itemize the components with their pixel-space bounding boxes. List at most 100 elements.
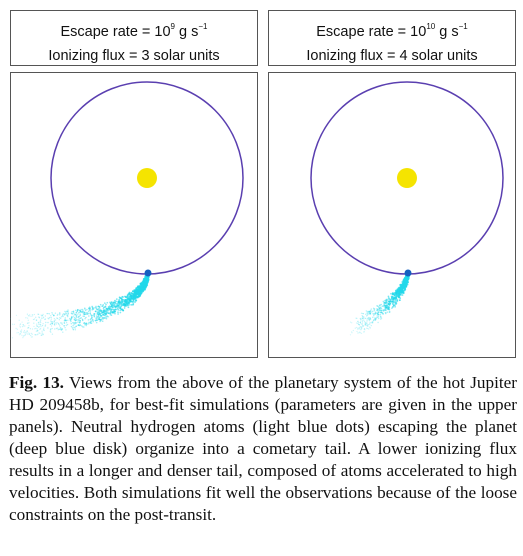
hydrogen-atom xyxy=(84,322,87,325)
hydrogen-atom xyxy=(391,307,393,309)
hydrogen-atom xyxy=(79,320,81,322)
hydrogen-atom xyxy=(77,316,80,318)
hydrogen-atom xyxy=(396,288,399,291)
hydrogen-atom xyxy=(91,318,94,321)
hydrogen-atom xyxy=(369,318,372,320)
hydrogen-atom xyxy=(100,309,103,312)
hydrogen-atom xyxy=(367,310,369,313)
hydrogen-atom xyxy=(41,324,44,327)
hydrogen-atom xyxy=(403,284,406,287)
hydrogen-atom xyxy=(24,333,26,335)
hydrogen-atom xyxy=(27,333,29,335)
hydrogen-atom xyxy=(119,309,122,312)
hydrogen-atom xyxy=(130,292,133,295)
hydrogen-atom xyxy=(81,318,84,320)
hydrogen-atom xyxy=(351,331,353,333)
hydrogen-atom xyxy=(376,316,378,318)
hydrogen-atom xyxy=(99,318,101,320)
hydrogen-atom xyxy=(33,318,36,320)
hydrogen-atom xyxy=(360,321,362,323)
hydrogen-atom xyxy=(363,319,365,321)
hydrogen-atom xyxy=(95,305,97,308)
hydrogen-atom xyxy=(84,311,86,314)
hydrogen-atom xyxy=(54,324,56,326)
hydrogen-atom xyxy=(37,313,39,315)
hydrogen-atom xyxy=(114,309,116,311)
hydrogen-atom xyxy=(379,309,382,311)
hydrogen-atom xyxy=(66,314,69,316)
hydrogen-atom xyxy=(352,329,354,332)
hydrogen-atom xyxy=(69,319,72,321)
hydrogen-atom xyxy=(65,319,67,321)
hydrogen-atom xyxy=(72,321,74,324)
hydrogen-atom xyxy=(93,315,96,318)
hydrogen-atom xyxy=(96,311,99,313)
hydrogen-atom xyxy=(99,318,102,321)
hydrogen-atom xyxy=(83,322,86,324)
hydrogen-atom xyxy=(399,291,402,294)
hydrogen-atom xyxy=(383,301,386,304)
hydrogen-atom xyxy=(378,304,381,307)
hydrogen-atom xyxy=(357,320,359,322)
hydrogen-atom xyxy=(78,309,80,311)
hydrogen-atom xyxy=(39,328,41,330)
hydrogen-atom xyxy=(368,320,371,322)
exponent: −1 xyxy=(198,22,208,31)
hydrogen-atom xyxy=(51,322,53,325)
hydrogen-atom xyxy=(90,322,93,324)
hydrogen-atom xyxy=(378,306,380,309)
hydrogen-atom xyxy=(350,321,352,323)
hydrogen-atom xyxy=(51,313,54,315)
hydrogen-atom xyxy=(40,319,42,321)
hydrogen-atom xyxy=(96,319,98,322)
hydrogen-atom xyxy=(362,319,364,322)
hydrogen-atom xyxy=(76,310,78,313)
hydrogen-atom xyxy=(366,317,368,319)
hydrogen-atom xyxy=(21,325,24,328)
hydrogen-atom xyxy=(56,321,58,324)
hydrogen-atom xyxy=(19,332,21,335)
hydrogen-atom xyxy=(374,313,376,316)
hydrogen-atom xyxy=(70,317,73,319)
hydrogen-atom xyxy=(73,316,76,319)
hydrogen-atom xyxy=(85,322,87,325)
hydrogen-atom xyxy=(363,316,365,319)
hydrogen-atom xyxy=(399,299,401,301)
hydrogen-atom xyxy=(355,317,357,319)
hydrogen-atom xyxy=(366,321,368,323)
hydrogen-atom xyxy=(82,310,84,312)
hydrogen-atom xyxy=(122,298,125,301)
hydrogen-atom xyxy=(36,325,39,327)
hydrogen-atom xyxy=(74,322,77,325)
hydrogen-atom xyxy=(19,325,21,327)
hydrogen-atom xyxy=(63,324,65,327)
hydrogen-atom xyxy=(77,324,80,326)
label: Escape rate = 10 xyxy=(316,24,427,40)
hydrogen-atom xyxy=(392,304,395,307)
hydrogen-atom xyxy=(119,297,121,299)
hydrogen-atom xyxy=(120,297,123,300)
hydrogen-atom xyxy=(365,324,367,326)
hydrogen-atom xyxy=(86,313,89,315)
hydrogen-atom xyxy=(387,295,390,298)
hydrogen-atom xyxy=(77,324,80,326)
hydrogen-atom xyxy=(77,321,79,323)
hydrogen-atom xyxy=(103,302,106,304)
hydrogen-atom xyxy=(57,329,59,331)
hydrogen-atom xyxy=(126,299,129,302)
hydrogen-atom xyxy=(65,313,68,315)
hydrogen-atom xyxy=(70,317,73,319)
hydrogen-atom xyxy=(23,329,26,332)
hydrogen-atom xyxy=(72,315,75,317)
hydrogen-atom xyxy=(22,335,24,337)
hydrogen-atom xyxy=(35,319,38,321)
hydrogen-atom xyxy=(24,334,26,336)
hydrogen-atom xyxy=(57,322,60,325)
hydrogen-atom xyxy=(404,287,406,290)
hydrogen-atom xyxy=(72,328,74,330)
hydrogen-atom xyxy=(27,326,30,329)
hydrogen-atom xyxy=(37,313,40,316)
hydrogen-atom xyxy=(90,314,93,317)
hydrogen-atom xyxy=(374,317,376,320)
hydrogen-atom xyxy=(374,312,377,315)
